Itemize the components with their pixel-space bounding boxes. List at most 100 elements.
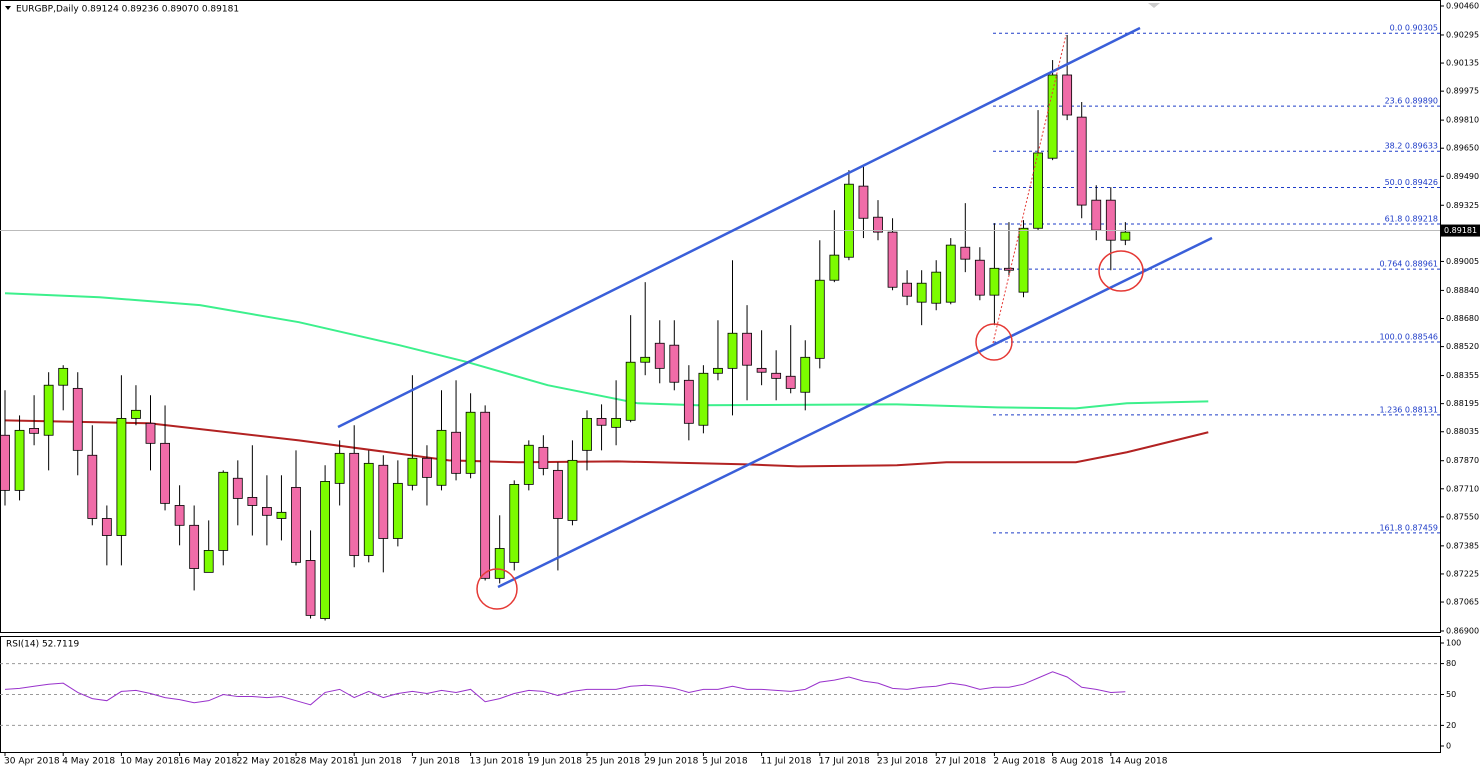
fib-label: 0.764 0.88961 [1379, 260, 1438, 269]
candle-body [756, 367, 767, 373]
candle-body [261, 507, 272, 516]
drawings [337, 26, 1213, 610]
x-tick-label: 14 Aug 2018 [1110, 757, 1168, 767]
candle-body [669, 344, 680, 383]
candle-body [829, 254, 840, 281]
x-tick-label: 5 Jul 2018 [702, 757, 747, 767]
y-tick-label: 0.89975 [1446, 87, 1479, 96]
candle-body [378, 464, 389, 539]
candle-body [596, 417, 607, 426]
x-tick-label: 19 Jun 2018 [528, 757, 582, 767]
rsi-tick-label: 80 [1446, 659, 1456, 668]
y-tick-label: 0.88840 [1446, 286, 1479, 295]
candle-body [14, 429, 25, 491]
y-tick-label: 0.90295 [1446, 30, 1479, 39]
candle-body [1018, 227, 1029, 293]
candle-body [29, 428, 40, 434]
x-tick-label: 13 Jun 2018 [470, 757, 524, 767]
x-tick-label: 4 May 2018 [62, 757, 115, 767]
x-tick-label: 7 Jun 2018 [411, 757, 460, 767]
candle-body [844, 183, 854, 258]
candle-body [1033, 152, 1043, 229]
candle-body [1091, 199, 1102, 231]
x-tick-label: 29 Jun 2018 [644, 757, 698, 767]
candle-body [553, 469, 563, 519]
fib-label: 161.8 0.87459 [1379, 523, 1438, 532]
y-tick-label: 0.87710 [1446, 484, 1479, 493]
candle-body [232, 477, 243, 499]
candle-body [407, 457, 418, 486]
candle-body [291, 486, 301, 563]
candle-body [392, 482, 403, 539]
y-tick-label: 0.88680 [1446, 314, 1479, 323]
candle-body [538, 446, 549, 469]
menu-arrow [5, 6, 11, 10]
candle-body [131, 409, 141, 419]
candle-body [203, 550, 214, 573]
fib-label: 38.2 0.89633 [1385, 142, 1438, 151]
candle-body [989, 267, 1000, 296]
candle-body [116, 417, 127, 536]
channel-upper [337, 26, 1141, 429]
candle-body [422, 457, 432, 478]
x-tick-label: 11 Jul 2018 [761, 757, 812, 767]
x-tick-label: 16 May 2018 [179, 757, 238, 767]
candle-body [160, 442, 170, 504]
highlight-circle [476, 568, 518, 610]
y-tick-label: 0.88355 [1446, 371, 1479, 380]
candle-body [873, 216, 883, 233]
candle-body [189, 524, 200, 569]
candle-body [334, 452, 345, 484]
x-tick-label: 25 Jun 2018 [586, 757, 640, 767]
candle-body [698, 372, 709, 426]
moving-average [4, 292, 1209, 410]
y-tick-label: 0.88195 [1446, 399, 1479, 408]
candle-body [494, 548, 505, 579]
candle-body [713, 367, 723, 374]
candle-body [1062, 74, 1073, 116]
candle-body [509, 484, 520, 563]
y-tick-label: 0.89490 [1446, 172, 1479, 181]
candle-body [436, 429, 447, 486]
candle-body [916, 282, 927, 303]
x-tick-label: 2 Aug 2018 [993, 757, 1045, 767]
y-tick-label: 0.89810 [1446, 116, 1479, 125]
candle-body [1076, 116, 1087, 206]
channel-lower [497, 236, 1213, 589]
candle-body [523, 444, 534, 485]
fib-label: 50.0 0.89426 [1385, 178, 1438, 187]
fib-label: 100.0 0.88546 [1379, 333, 1438, 342]
candle-body [349, 452, 360, 556]
highlight-circle [1098, 250, 1144, 292]
y-tick-label: 0.87550 [1446, 512, 1479, 521]
fib-label: 1.236 0.88131 [1379, 405, 1438, 414]
candle-body [785, 375, 796, 389]
y-tick-label: 0.87065 [1446, 598, 1479, 607]
candle-body [87, 454, 98, 519]
candle-body [625, 361, 636, 421]
candle-body [363, 462, 374, 556]
x-tick-label: 30 Apr 2018 [4, 757, 60, 767]
candle-body [320, 481, 331, 619]
x-tick-label: 8 Aug 2018 [1052, 757, 1104, 767]
chart-header: EURGBP,Daily 0.89124 0.89236 0.89070 0.8… [16, 5, 239, 15]
candle-body [247, 496, 258, 506]
candle-body [683, 379, 694, 424]
y-tick-label: 0.89650 [1446, 144, 1479, 153]
y-tick-label: 0.90135 [1446, 59, 1479, 68]
candle-body [465, 411, 476, 474]
candle-body [771, 372, 782, 379]
candle-body [174, 505, 185, 526]
candle-body [218, 471, 229, 551]
x-tick-label: 10 May 2018 [120, 757, 179, 767]
y-tick-label: 0.87870 [1446, 456, 1479, 465]
rsi-tick-label: 100 [1446, 639, 1461, 648]
candle-body [58, 367, 69, 386]
candle-body [960, 246, 971, 260]
y-tick-label: 0.89005 [1446, 257, 1479, 266]
x-tick-label: 17 Jul 2018 [819, 757, 870, 767]
rsi-title: RSI(14) 52.7119 [6, 640, 79, 650]
last-price-label: 0.89181 [1444, 226, 1477, 235]
y-tick-label: 0.87225 [1446, 569, 1479, 578]
scroll-marker [1148, 3, 1160, 8]
